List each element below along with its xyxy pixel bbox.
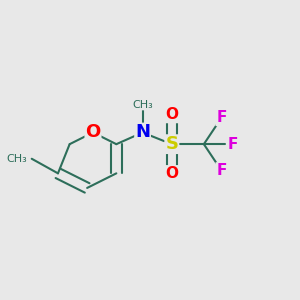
Text: O: O xyxy=(85,124,100,142)
Text: F: F xyxy=(216,163,226,178)
Text: O: O xyxy=(165,107,178,122)
Text: F: F xyxy=(228,137,238,152)
Text: F: F xyxy=(216,110,226,125)
Text: CH₃: CH₃ xyxy=(132,100,153,110)
Text: S: S xyxy=(165,135,178,153)
Text: O: O xyxy=(165,166,178,181)
Text: N: N xyxy=(135,124,150,142)
Text: CH₃: CH₃ xyxy=(7,154,27,164)
